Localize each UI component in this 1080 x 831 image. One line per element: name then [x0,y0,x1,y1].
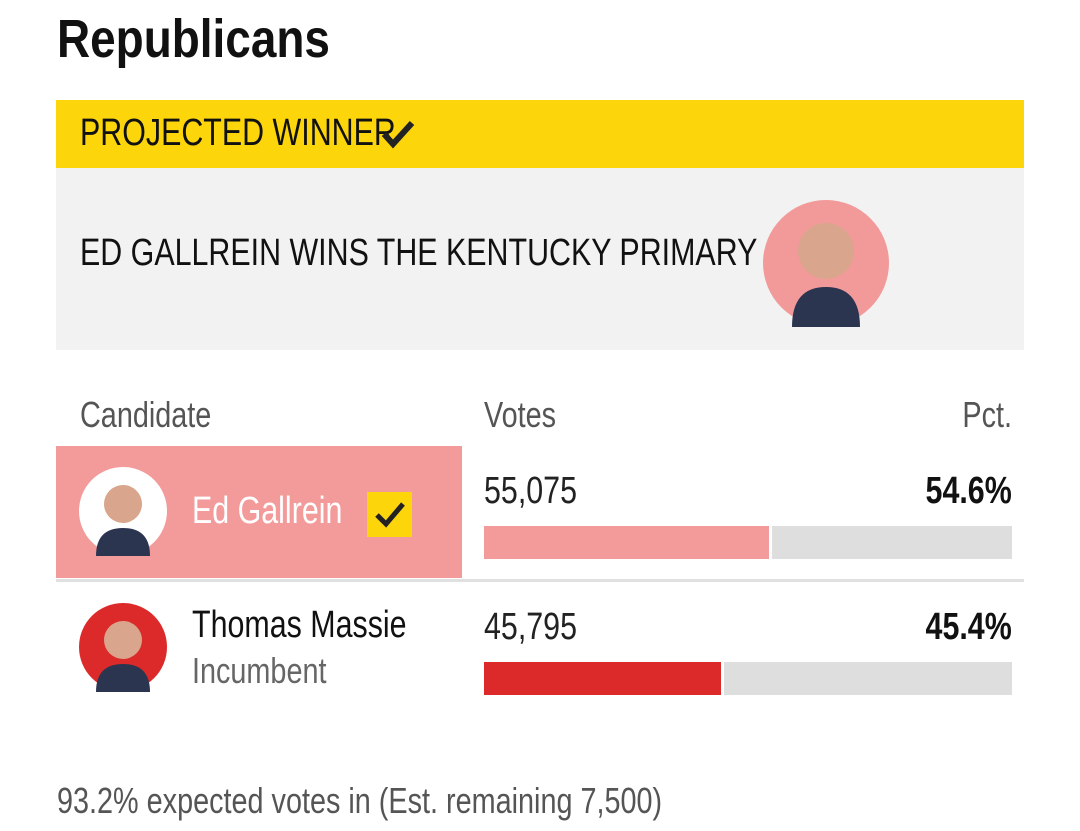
percent: 54.6% [925,470,1012,512]
vote-bar [484,662,724,695]
footer-note: 93.2% expected votes in (Est. remaining … [57,780,663,821]
title: Republicans [57,9,330,69]
vote-bar [484,526,773,559]
votes: 45,795 [484,606,577,648]
column-header: Pct. [962,394,1012,435]
candidate-photo [79,467,167,556]
winner-check [367,492,412,537]
row-divider [56,579,1024,582]
candidate-photo [79,603,167,692]
votes: 55,075 [484,470,577,512]
candidate-note: Incumbent [192,650,327,691]
column-header: Votes [484,394,557,435]
check-icon [381,120,415,149]
candidate-name: Ed Gallrein [192,490,343,532]
column-header: Candidate [80,394,212,435]
headline: ED GALLREIN WINS THE KENTUCKY PRIMARY [80,232,758,274]
winner-photo [763,200,889,327]
winner-banner [56,100,1024,168]
candidate-name: Thomas Massie [192,604,407,646]
banner-label: PROJECTED WINNER [80,112,396,154]
percent: 45.4% [925,606,1012,648]
